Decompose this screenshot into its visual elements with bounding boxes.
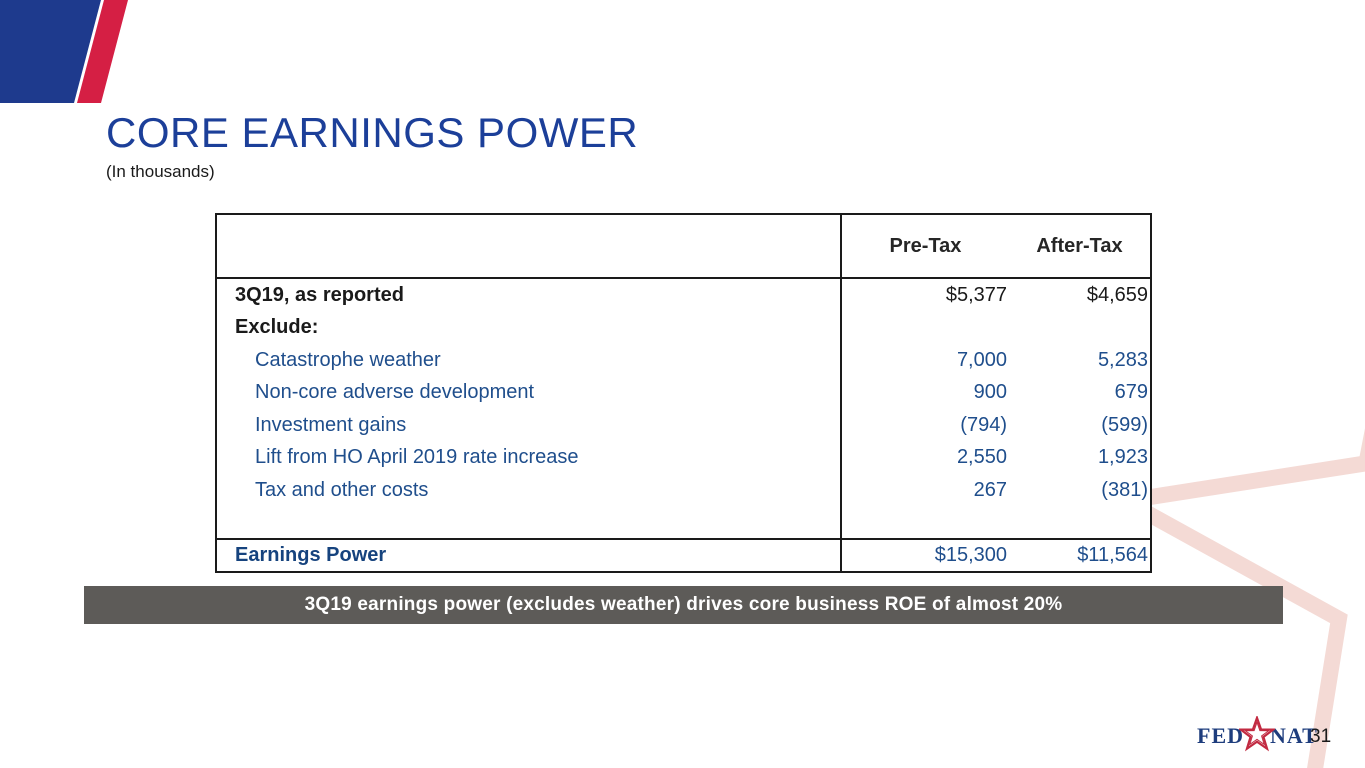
corner-accent-decoration <box>0 0 128 103</box>
table-header-row: Pre-Tax After-Tax <box>217 215 1150 279</box>
slide-title: CORE EARNINGS POWER <box>106 109 639 156</box>
row-label: Earnings Power <box>235 544 387 566</box>
row-label: Tax and other costs <box>255 478 429 501</box>
table-spacer-row <box>217 506 1150 538</box>
pretax-value: 7,000 <box>840 344 1009 377</box>
table-row: 3Q19, as reported $5,377 $4,659 <box>217 279 1150 312</box>
aftertax-value: 679 <box>1114 381 1148 404</box>
pretax-value: (794) <box>840 409 1009 442</box>
slide-subtitle: (In thousands) <box>106 162 215 181</box>
pretax-value: 900 <box>840 376 1009 409</box>
table-row: Lift from HO April 2019 rate increase 2,… <box>217 441 1150 474</box>
pretax-value: $5,377 <box>840 279 1009 312</box>
aftertax-value: (381) <box>1101 478 1148 501</box>
header-pretax: Pre-Tax <box>840 215 1009 277</box>
row-label: Lift from HO April 2019 rate increase <box>255 446 579 469</box>
logo-text-fed: FED <box>1197 723 1244 748</box>
red-parallelogram <box>77 0 128 103</box>
row-label: 3Q19, as reported <box>235 283 404 306</box>
table-row: Tax and other costs 267 (381) <box>217 474 1150 507</box>
fednat-star-icon <box>1239 716 1275 752</box>
aftertax-value: 1,923 <box>1097 446 1148 469</box>
table-row: Catastrophe weather 7,000 5,283 <box>217 344 1150 377</box>
page-number: 31 <box>1310 726 1332 747</box>
aftertax-value: $11,564 <box>1077 544 1148 566</box>
table-row: Non-core adverse development 900 679 <box>217 376 1150 409</box>
blue-parallelogram <box>0 0 101 103</box>
pretax-value <box>840 311 1009 344</box>
row-label: Catastrophe weather <box>255 348 441 371</box>
table-row: Exclude: <box>217 311 1150 344</box>
pretax-value: $15,300 <box>840 540 1009 571</box>
fednat-logo: FED NAT <box>1197 716 1318 754</box>
row-label: Investment gains <box>255 413 407 436</box>
logo-text-nat: NAT <box>1270 723 1318 748</box>
aftertax-value: (599) <box>1101 413 1148 436</box>
pretax-value: 267 <box>840 474 1009 507</box>
row-label: Non-core adverse development <box>255 381 535 404</box>
table-row: Investment gains (794) (599) <box>217 409 1150 442</box>
spacer-number-cell <box>840 506 1009 538</box>
earnings-table: Pre-Tax After-Tax 3Q19, as reported $5,3… <box>215 213 1152 573</box>
table-total-row: Earnings Power $15,300 $11,564 <box>217 538 1150 571</box>
pretax-value: 2,550 <box>840 441 1009 474</box>
header-aftertax: After-Tax <box>1036 234 1123 257</box>
aftertax-value: $4,659 <box>1086 283 1148 306</box>
row-label: Exclude: <box>235 316 319 339</box>
aftertax-value: 5,283 <box>1097 348 1148 371</box>
highlight-banner: 3Q19 earnings power (excludes weather) d… <box>84 586 1283 624</box>
